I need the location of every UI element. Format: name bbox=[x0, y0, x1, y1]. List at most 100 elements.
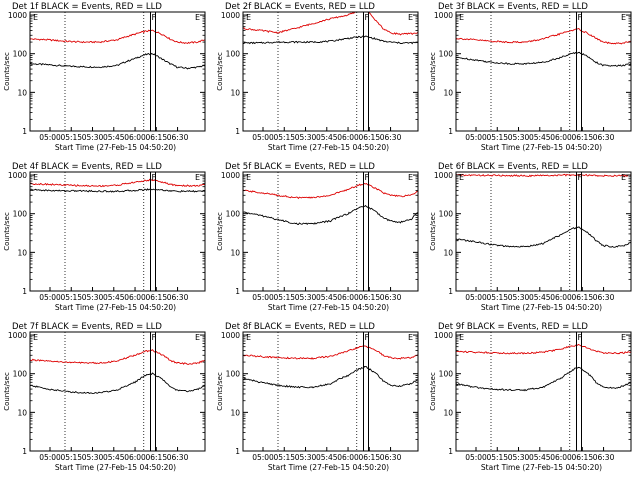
y-tick-label: 100 bbox=[439, 370, 454, 379]
x-tick-label: 06:30 bbox=[380, 453, 402, 462]
events-series-line bbox=[243, 35, 418, 45]
events-series-line bbox=[243, 366, 418, 389]
x-tick-label: 06:00 bbox=[124, 133, 146, 142]
lld-series-line bbox=[30, 349, 205, 365]
marker-label: E bbox=[246, 173, 251, 182]
x-tick-label: 06:30 bbox=[593, 133, 615, 142]
x-tick-label: 06:30 bbox=[380, 133, 402, 142]
detector-panel: Det 9f BLACK = Events, RED = LLD E F E 1 10 10… bbox=[426, 320, 639, 480]
chart-title: Det 9f BLACK = Events, RED = LLD bbox=[438, 322, 588, 332]
chart-title: Det 3f BLACK = Events, RED = LLD bbox=[438, 2, 588, 12]
marker-label: E bbox=[195, 173, 200, 182]
x-tick-label: 05:00 bbox=[465, 453, 487, 462]
marker-label: E bbox=[195, 13, 200, 22]
y-tick-label: 1 bbox=[448, 127, 453, 136]
chart-title: Det 5f BLACK = Events, RED = LLD bbox=[225, 162, 375, 172]
plot-frame bbox=[29, 11, 206, 132]
x-tick-label: 05:00 bbox=[465, 293, 487, 302]
x-tick-label: 05:15 bbox=[486, 293, 508, 302]
x-tick-label: 05:00 bbox=[465, 133, 487, 142]
y-tick-label: 1000 bbox=[8, 331, 27, 340]
lld-series-line bbox=[30, 178, 205, 188]
y-tick-label: 1 bbox=[235, 127, 240, 136]
y-tick-label: 1000 bbox=[434, 331, 453, 340]
y-tick-label: 10 bbox=[443, 88, 453, 97]
x-tick-label: 05:30 bbox=[295, 453, 317, 462]
y-axis-label: Counts/sec bbox=[429, 212, 437, 251]
y-tick-label: 1000 bbox=[221, 331, 240, 340]
x-tick-label: 05:00 bbox=[252, 133, 274, 142]
x-tick-label: 05:30 bbox=[295, 293, 317, 302]
x-tick-label: 06:15 bbox=[145, 293, 167, 302]
marker-label: E bbox=[195, 333, 200, 342]
x-tick-label: 06:30 bbox=[167, 453, 189, 462]
x-axis-label: Start Time (27-Feb-15 04:50:20) bbox=[268, 463, 389, 472]
plot-frame bbox=[242, 171, 419, 292]
x-tick-label: 05:30 bbox=[295, 133, 317, 142]
y-tick-label: 10 bbox=[17, 408, 27, 417]
lld-series-line bbox=[456, 27, 631, 45]
x-axis-label: Start Time (27-Feb-15 04:50:20) bbox=[55, 143, 176, 152]
x-tick-label: 05:15 bbox=[273, 453, 295, 462]
marker-label: E bbox=[459, 13, 464, 22]
x-tick-label: 06:30 bbox=[380, 293, 402, 302]
marker-label: E bbox=[33, 173, 38, 182]
y-tick-label: 1000 bbox=[8, 11, 27, 20]
marker-label: F bbox=[152, 333, 157, 342]
x-tick-label: 06:30 bbox=[167, 133, 189, 142]
x-tick-label: 05:15 bbox=[486, 453, 508, 462]
marker-label: F bbox=[152, 173, 157, 182]
x-tick-label: 06:15 bbox=[358, 293, 380, 302]
marker-label: E bbox=[408, 173, 413, 182]
detector-panel: Det 2f BLACK = Events, RED = LLD E F E 1 10 10… bbox=[213, 0, 426, 160]
detector-panel: Det 8f BLACK = Events, RED = LLD E F E 1 10 10… bbox=[213, 320, 426, 480]
plot-frame bbox=[29, 171, 206, 292]
x-tick-label: 05:45 bbox=[103, 293, 125, 302]
chart-title: Det 1f BLACK = Events, RED = LLD bbox=[12, 2, 162, 12]
lld-series-line bbox=[456, 173, 631, 178]
y-tick-label: 1 bbox=[448, 447, 453, 456]
detector-panel: Det 3f BLACK = Events, RED = LLD E F E 1 10 10… bbox=[426, 0, 639, 160]
chart-title: Det 7f BLACK = Events, RED = LLD bbox=[12, 322, 162, 332]
x-tick-label: 05:45 bbox=[316, 133, 338, 142]
x-tick-label: 06:00 bbox=[337, 133, 359, 142]
plot-frame bbox=[29, 331, 206, 452]
events-series-line bbox=[456, 226, 631, 248]
y-tick-label: 100 bbox=[13, 210, 28, 219]
x-tick-label: 06:00 bbox=[550, 293, 572, 302]
x-tick-label: 05:00 bbox=[39, 293, 61, 302]
y-tick-label: 1000 bbox=[221, 171, 240, 180]
y-tick-label: 1 bbox=[235, 447, 240, 456]
y-axis-label: Counts/sec bbox=[429, 52, 437, 91]
marker-label: F bbox=[578, 333, 583, 342]
y-tick-label: 100 bbox=[13, 50, 28, 59]
x-tick-label: 05:30 bbox=[508, 453, 530, 462]
y-tick-label: 1000 bbox=[434, 11, 453, 20]
y-tick-label: 1 bbox=[22, 127, 27, 136]
marker-label: F bbox=[365, 173, 370, 182]
y-tick-label: 1 bbox=[22, 447, 27, 456]
x-tick-label: 05:30 bbox=[508, 133, 530, 142]
x-tick-label: 06:15 bbox=[145, 133, 167, 142]
marker-label: E bbox=[33, 13, 38, 22]
chart-title: Det 6f BLACK = Events, RED = LLD bbox=[438, 162, 588, 172]
x-tick-label: 06:15 bbox=[358, 453, 380, 462]
x-tick-label: 06:30 bbox=[593, 453, 615, 462]
marker-label: E bbox=[33, 333, 38, 342]
marker-label: E bbox=[621, 13, 626, 22]
marker-label: E bbox=[246, 13, 251, 22]
x-axis-label: Start Time (27-Feb-15 04:50:20) bbox=[268, 303, 389, 312]
chart-title: Det 4f BLACK = Events, RED = LLD bbox=[12, 162, 162, 172]
x-tick-label: 05:45 bbox=[103, 133, 125, 142]
plot-frame bbox=[242, 331, 419, 452]
chart-title: Det 8f BLACK = Events, RED = LLD bbox=[225, 322, 375, 332]
events-series-line bbox=[30, 372, 205, 395]
x-tick-label: 06:15 bbox=[145, 453, 167, 462]
x-tick-label: 05:15 bbox=[486, 133, 508, 142]
y-axis-label: Counts/sec bbox=[216, 52, 224, 91]
x-axis-label: Start Time (27-Feb-15 04:50:20) bbox=[55, 463, 176, 472]
